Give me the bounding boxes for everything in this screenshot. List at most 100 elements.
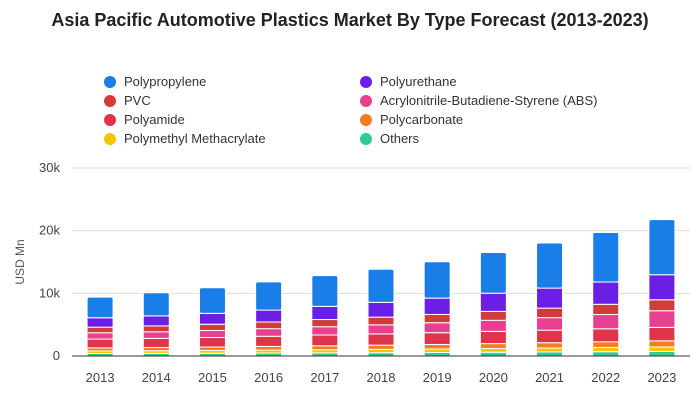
bar-segment <box>536 287 564 309</box>
bar-segment <box>86 338 114 349</box>
bar-segment <box>536 317 564 331</box>
bar-segment <box>592 314 620 330</box>
bar-segment <box>255 345 283 351</box>
x-tick-label: 2022 <box>591 370 620 385</box>
x-tick-label: 2021 <box>535 370 564 385</box>
x-tick-label: 2023 <box>647 370 676 385</box>
bar-segment <box>198 323 226 331</box>
y-tick-label: 30k <box>39 160 60 175</box>
legend-item-polypropylene[interactable]: Polypropylene <box>104 74 206 89</box>
legend-label: Polypropylene <box>124 74 207 89</box>
bar-segment <box>592 232 620 283</box>
bar-segment <box>423 348 451 353</box>
bar-segment <box>142 292 170 317</box>
bar-segment <box>423 297 451 315</box>
bar-segment <box>142 337 170 348</box>
bar-segment <box>198 287 226 314</box>
bar-segment <box>592 341 620 348</box>
bar-segment <box>423 261 451 299</box>
bar-segment <box>423 332 451 345</box>
x-tick-label: 2018 <box>367 370 396 385</box>
legend-swatch <box>360 75 372 88</box>
bar-segment <box>86 317 114 328</box>
y-tick-label: 0 <box>53 348 60 363</box>
bar-segment <box>479 292 507 312</box>
bar-segment <box>311 326 339 336</box>
x-tick-label: 2014 <box>142 370 171 385</box>
bar-segment <box>648 310 676 328</box>
legend-swatch <box>104 75 116 88</box>
legend-label: PVC <box>124 93 151 108</box>
bar-segment <box>311 345 339 351</box>
bar-segment <box>311 275 339 307</box>
x-tick-label: 2019 <box>423 370 452 385</box>
bar-segment <box>367 316 395 326</box>
bar-segment <box>142 325 170 333</box>
x-tick-label: 2016 <box>254 370 283 385</box>
bar-segment <box>311 319 339 328</box>
bar-segment <box>648 350 676 357</box>
bar-segment <box>311 305 339 321</box>
legend-item-polyurethane[interactable]: Polyurethane <box>360 74 457 89</box>
bar-segment <box>536 329 564 344</box>
legend-swatch <box>360 113 372 126</box>
bar-segment <box>86 296 114 319</box>
bar-segment <box>479 310 507 321</box>
legend-swatch <box>360 132 372 145</box>
legend-label: Acrylonitrile-Butadiene-Styrene (ABS) <box>380 93 598 108</box>
bar-segment <box>255 335 283 347</box>
legend-item-polymethyl-methacrylate[interactable]: Polymethyl Methacrylate <box>104 131 266 146</box>
bar-segment <box>592 281 620 305</box>
legend-swatch <box>104 94 116 107</box>
legend-item-polyamide[interactable]: Polyamide <box>104 112 185 127</box>
bar-segment <box>648 340 676 348</box>
x-tick-label: 2013 <box>86 370 115 385</box>
x-tick-label: 2017 <box>310 370 339 385</box>
bar-segment <box>648 346 676 352</box>
bar-segment <box>367 324 395 335</box>
bar-segment <box>648 299 676 312</box>
legend-label: Polycarbonate <box>380 112 464 127</box>
y-axis-title: USD Mn <box>13 239 27 284</box>
bar-segment <box>536 242 564 289</box>
y-tick-label: 10k <box>39 285 60 300</box>
bar-segment <box>255 281 283 311</box>
bar-segment <box>367 268 395 303</box>
bar-segment <box>592 346 620 353</box>
legend-swatch <box>360 94 372 107</box>
bar-segment <box>423 322 451 334</box>
bar-segment <box>536 351 564 357</box>
x-tick-label: 2015 <box>198 370 227 385</box>
legend-swatch <box>104 132 116 145</box>
bar-segment <box>479 330 507 345</box>
legend-label: Polymethyl Methacrylate <box>124 131 266 146</box>
chart-title: Asia Pacific Automotive Plastics Market … <box>51 10 649 30</box>
bar-segment <box>592 328 620 343</box>
bar-segment <box>592 303 620 316</box>
bar-segment <box>479 343 507 349</box>
bar-segment <box>592 351 620 357</box>
bar-segment <box>367 301 395 318</box>
legend-item-polycarbonate[interactable]: Polycarbonate <box>360 112 463 127</box>
legend-label: Others <box>380 131 420 146</box>
legend-item-abs[interactable]: Acrylonitrile-Butadiene-Styrene (ABS) <box>360 93 597 108</box>
bar-segment <box>367 344 395 350</box>
bar-segment <box>648 326 676 342</box>
bar-segment <box>198 346 226 351</box>
bar-segment <box>423 313 451 324</box>
bar-segment <box>142 315 170 327</box>
bar-segment <box>255 309 283 323</box>
bar-segment <box>479 351 507 357</box>
bar-segment <box>255 328 283 337</box>
legend-swatch <box>104 113 116 126</box>
bar-segment <box>479 251 507 294</box>
bar-segment <box>86 332 114 340</box>
bar-segment <box>648 274 676 301</box>
legend-item-pvc[interactable]: PVC <box>104 93 151 108</box>
bar-segment <box>536 347 564 353</box>
x-tick-label: 2020 <box>479 370 508 385</box>
legend-item-others[interactable]: Others <box>360 131 419 146</box>
bar-segment <box>423 351 451 357</box>
bar-segment <box>479 319 507 332</box>
bar-segment <box>198 329 226 339</box>
